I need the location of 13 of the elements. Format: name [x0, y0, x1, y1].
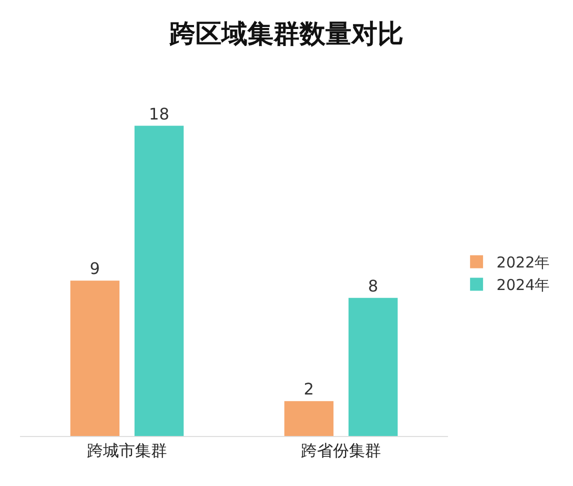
- bar: [134, 126, 184, 436]
- legend-label: 2024年: [496, 276, 550, 294]
- x-tick-label: 跨省份集群: [301, 441, 381, 460]
- chart-title: 跨区域集群数量对比: [168, 20, 404, 50]
- bar: [348, 298, 398, 436]
- legend-label: 2022年: [496, 254, 550, 272]
- data-label: 8: [368, 276, 378, 296]
- bar: [284, 401, 334, 436]
- data-label: 18: [148, 104, 170, 124]
- data-label: 2: [304, 380, 314, 399]
- data-label: 9: [90, 259, 100, 278]
- x-tick-label: 跨城市集群: [87, 441, 167, 460]
- bar: [70, 280, 120, 436]
